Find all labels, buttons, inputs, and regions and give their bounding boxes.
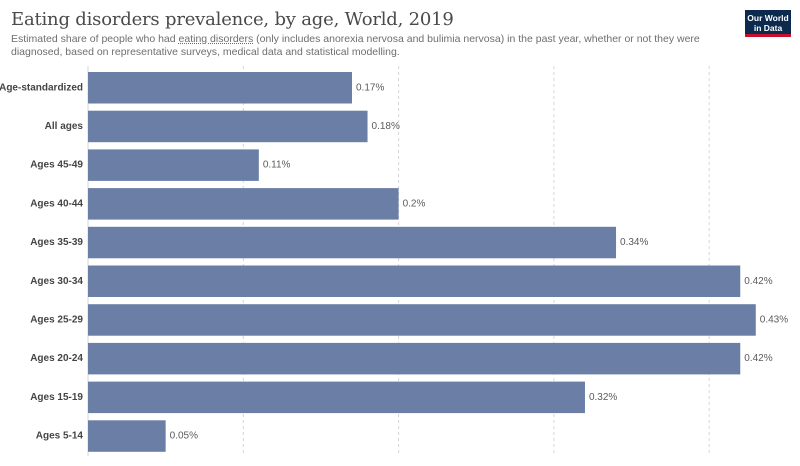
category-label: Ages 35-39 [30,237,83,248]
logo-line-2: in Data [753,23,783,33]
value-label: 0.42% [744,353,772,364]
bar[interactable] [88,381,585,414]
bar[interactable] [88,265,741,298]
category-label: Age-standardized [0,82,83,93]
category-label: Ages 20-24 [30,353,83,364]
category-label: Ages 25-29 [30,314,83,325]
value-label: 0.34% [620,237,648,248]
chart-subtitle: Estimated share of people who had eating… [11,33,726,59]
logo-line-1: Our World [747,13,789,23]
bar-row: Ages 20-24 0.42% [30,342,773,375]
category-label: Ages 30-34 [30,276,83,287]
bars: Age-standardized 0.17% All ages 0.18% Ages 4… [0,72,788,452]
category-label: Ages 5-14 [36,431,84,442]
chart-title: Eating disorders prevalence, by age, Wor… [11,9,454,30]
logo-accent-bar [745,34,791,37]
bar[interactable] [88,304,756,336]
value-label: 0.11% [263,160,291,171]
subtitle-text-start: Estimated share of people who had [11,33,179,45]
bar[interactable] [88,188,399,220]
bar[interactable] [88,226,617,259]
bar-row: Ages 45-49 0.11% [30,149,291,181]
bar-row: Ages 25-29 0.43% [30,304,788,336]
bar[interactable] [88,342,741,375]
value-label: 0.17% [356,82,384,93]
subtitle-text-end: (only includes anorexia nervosa and buli… [11,33,700,58]
owid-logo[interactable]: Our World in Data [745,10,791,37]
category-label: Ages 40-44 [30,198,83,209]
category-label: Ages 45-49 [30,160,83,171]
value-label: 0.2% [403,198,426,209]
bar[interactable] [88,420,166,452]
bar[interactable] [88,149,259,181]
bar-row: Age-standardized 0.17% [0,72,384,104]
value-label: 0.18% [372,121,400,132]
category-label: All ages [45,121,84,132]
category-label: Ages 15-19 [30,392,83,403]
value-label: 0.05% [170,431,198,442]
bar[interactable] [88,110,368,143]
eating-disorders-link[interactable]: eating disorders [178,33,254,45]
value-label: 0.42% [744,276,772,287]
bar-row: Ages 5-14 0.05% [36,420,198,452]
bar-row: Ages 30-34 0.42% [30,265,773,298]
bar-row: Ages 40-44 0.2% [30,188,426,220]
bar-row: Ages 35-39 0.34% [30,226,648,259]
bar-row: Ages 15-19 0.32% [30,381,617,414]
bar[interactable] [88,72,353,104]
value-label: 0.43% [760,314,788,325]
bar-row: All ages 0.18% [45,110,400,143]
value-label: 0.32% [589,392,617,403]
